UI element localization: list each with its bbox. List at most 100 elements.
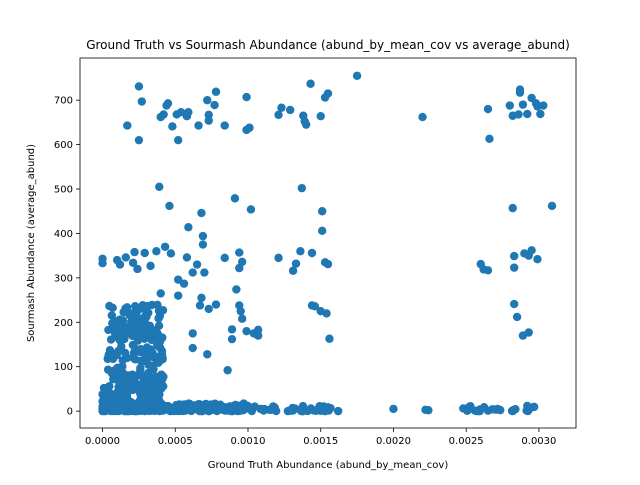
data-point bbox=[296, 247, 305, 256]
data-point bbox=[144, 351, 154, 360]
data-point bbox=[274, 253, 283, 263]
data-point bbox=[257, 404, 266, 414]
data-point bbox=[210, 100, 219, 110]
data-point bbox=[153, 340, 162, 350]
data-point bbox=[115, 323, 124, 332]
data-point bbox=[418, 112, 427, 122]
data-point bbox=[205, 405, 214, 415]
data-point bbox=[104, 325, 113, 335]
x-tick-label: 0.0005 bbox=[158, 436, 193, 447]
data-point bbox=[333, 406, 343, 416]
data-point bbox=[283, 406, 293, 416]
data-point bbox=[237, 314, 247, 323]
data-point bbox=[132, 406, 141, 415]
data-point bbox=[229, 404, 239, 413]
data-point bbox=[129, 353, 138, 363]
data-point bbox=[154, 314, 163, 323]
x-tick-label: 0.0000 bbox=[85, 436, 120, 447]
data-point bbox=[220, 121, 229, 130]
data-point bbox=[133, 305, 142, 315]
data-point bbox=[297, 183, 307, 193]
data-point bbox=[302, 406, 311, 415]
data-point bbox=[153, 300, 162, 310]
data-point bbox=[317, 226, 327, 235]
data-point bbox=[155, 182, 164, 192]
data-point bbox=[523, 109, 532, 119]
data-point bbox=[182, 253, 192, 262]
data-point bbox=[508, 111, 517, 120]
data-point bbox=[136, 363, 145, 373]
data-point bbox=[325, 334, 334, 343]
data-point bbox=[173, 291, 183, 300]
data-point bbox=[227, 325, 237, 334]
data-point bbox=[220, 253, 229, 263]
data-point bbox=[160, 242, 170, 251]
data-point bbox=[306, 79, 315, 88]
data-point bbox=[121, 304, 130, 313]
x-axis-label: Ground Truth Abundance (abund_by_mean_co… bbox=[208, 460, 449, 471]
data-point bbox=[136, 380, 146, 389]
data-point bbox=[288, 266, 298, 275]
data-point bbox=[123, 121, 132, 130]
data-point bbox=[192, 260, 202, 269]
x-tick-label: 0.0010 bbox=[231, 436, 266, 447]
data-point bbox=[509, 263, 519, 272]
data-point bbox=[133, 336, 143, 345]
data-point bbox=[194, 121, 203, 130]
data-point bbox=[123, 379, 132, 389]
data-point bbox=[291, 259, 301, 268]
data-point bbox=[236, 306, 245, 316]
data-point bbox=[188, 329, 197, 338]
data-point bbox=[317, 207, 327, 216]
data-point bbox=[507, 406, 517, 416]
data-point bbox=[236, 401, 245, 411]
data-point bbox=[98, 259, 107, 268]
data-point bbox=[235, 263, 244, 273]
data-point bbox=[147, 391, 157, 401]
data-point bbox=[168, 405, 177, 414]
data-point bbox=[180, 400, 189, 409]
data-point bbox=[157, 370, 166, 379]
data-point bbox=[227, 334, 237, 344]
data-point bbox=[523, 401, 532, 411]
x-tick-label: 0.0030 bbox=[521, 436, 556, 447]
data-point bbox=[135, 399, 144, 408]
data-point bbox=[166, 249, 176, 258]
data-point bbox=[277, 103, 286, 112]
data-point bbox=[246, 403, 256, 412]
data-point bbox=[158, 355, 167, 364]
data-point bbox=[508, 203, 517, 213]
data-point bbox=[118, 316, 128, 325]
y-tick-label: 400 bbox=[54, 229, 73, 240]
data-point bbox=[211, 300, 221, 309]
data-point bbox=[153, 329, 162, 339]
data-point bbox=[204, 110, 213, 120]
data-point bbox=[173, 135, 183, 145]
data-point bbox=[115, 260, 125, 269]
data-point bbox=[230, 194, 240, 203]
data-point bbox=[140, 393, 149, 402]
data-point bbox=[203, 350, 212, 359]
data-point bbox=[121, 253, 131, 262]
data-point bbox=[158, 306, 168, 315]
data-point bbox=[223, 366, 232, 375]
data-point bbox=[389, 404, 398, 414]
data-point bbox=[518, 100, 528, 109]
y-tick-label: 300 bbox=[54, 273, 73, 284]
data-point bbox=[197, 208, 206, 218]
data-point bbox=[285, 105, 295, 115]
data-point bbox=[352, 71, 362, 80]
y-axis-label: Sourmash Abundance (average_abund) bbox=[26, 144, 37, 342]
data-point bbox=[165, 201, 174, 211]
data-point bbox=[118, 356, 127, 365]
data-point bbox=[536, 109, 545, 119]
data-point bbox=[529, 402, 539, 412]
data-point bbox=[140, 334, 149, 343]
data-point bbox=[520, 249, 529, 258]
data-point bbox=[211, 87, 221, 96]
data-point bbox=[198, 231, 208, 241]
data-point bbox=[515, 88, 525, 97]
data-point bbox=[122, 392, 132, 401]
data-point bbox=[323, 403, 332, 412]
